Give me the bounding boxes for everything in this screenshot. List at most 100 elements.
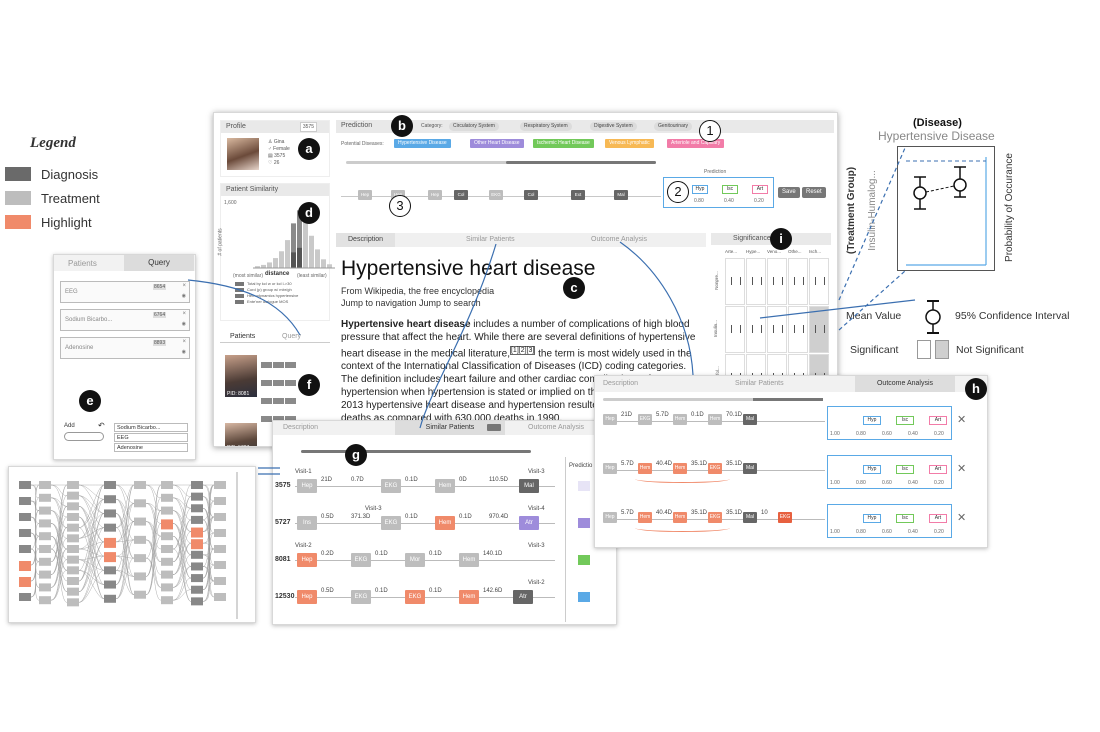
timeline-node[interactable]: Col [454,190,468,200]
save-button[interactable]: Save [778,187,800,198]
event-node[interactable]: Mal [743,414,757,425]
flow-node[interactable] [67,555,79,564]
flow-node[interactable] [191,597,203,606]
flow-node[interactable] [104,509,116,518]
event-node[interactable]: Mor [405,553,425,567]
eye-icon[interactable]: ◉ [181,293,186,299]
tab-query[interactable]: Query [282,333,302,340]
flow-node[interactable] [67,491,79,500]
patient-card[interactable]: PID: 8081 [225,355,300,422]
event-node[interactable]: Mal [519,479,539,493]
visit-chip[interactable] [285,398,296,404]
tab-description[interactable]: Description [336,233,396,247]
flow-node[interactable] [19,529,31,537]
category-tag[interactable]: Genitourinary [654,122,693,131]
flow-node[interactable] [67,523,79,532]
event-node[interactable]: Hep [603,414,617,425]
event-node[interactable]: Hem [435,516,455,530]
reset-button[interactable]: Reset [802,187,826,198]
selected-query-item[interactable]: Sodium Bicarbo... [114,423,188,432]
oa-tab-description[interactable]: Description [603,380,639,387]
category-tag[interactable]: Digestive System [590,122,637,131]
query-item[interactable]: Adenosine 8893 × ◉ [60,337,190,359]
flow-node[interactable] [104,523,116,532]
disease-tag[interactable]: Hypertensive Disease [394,139,451,148]
flow-node[interactable] [67,502,79,511]
flow-node[interactable] [19,481,31,489]
flow-graph-panel[interactable] [8,466,256,623]
patient-row-id[interactable]: 5727 [275,519,291,526]
event-node[interactable]: Hem [459,590,479,604]
histogram-bar[interactable] [261,264,266,268]
flow-node[interactable] [214,593,226,601]
tab-patients[interactable]: Patients [230,333,256,340]
timeline-node[interactable]: Hep [358,190,372,200]
similarity-feature[interactable]: Ente'ner dialogue MOS [235,299,298,305]
patient-card[interactable]: PID: 5727 [225,423,300,446]
patient-row-id[interactable]: 8081 [275,556,291,563]
flow-node[interactable] [134,481,146,489]
event-node[interactable]: EKG [708,512,722,523]
disease-tag[interactable]: Other Heart Disease [470,139,524,148]
event-node[interactable]: EKG [405,590,425,604]
significance-cell[interactable] [767,258,787,305]
event-node[interactable]: Hem [673,414,687,425]
event-node[interactable]: Hem [638,463,652,474]
visit-chip[interactable] [285,416,296,422]
disease-tag[interactable]: Arteriole and Capillary [667,139,725,148]
flow-node[interactable] [191,585,203,594]
prediction-node[interactable]: Hyp [692,185,708,194]
close-icon[interactable]: × [182,311,186,317]
flow-node[interactable] [39,570,51,579]
flow-node[interactable] [191,504,203,513]
toggle-icon[interactable] [487,424,501,431]
event-node[interactable]: Hem [673,512,687,523]
flow-node[interactable] [104,594,116,603]
selected-query-item[interactable]: EEG [114,433,188,442]
visit-chip[interactable] [261,416,272,422]
event-node[interactable]: EKG [381,516,401,530]
flow-node[interactable] [161,557,173,566]
event-node[interactable]: Hep [297,590,317,604]
flow-node[interactable] [191,527,203,538]
significance-cell[interactable] [809,258,829,305]
event-node[interactable]: Mal [743,512,757,523]
significance-cell[interactable] [725,258,745,305]
outcome-prediction-node[interactable]: Art [929,465,947,474]
flow-node[interactable] [104,552,116,563]
flow-node[interactable] [214,497,226,505]
flow-node[interactable] [214,529,226,537]
histogram-bar[interactable] [327,264,332,268]
flow-node[interactable] [19,577,31,587]
histogram-bar[interactable] [321,259,326,268]
histogram-bar[interactable] [309,235,314,268]
flow-node[interactable] [214,513,226,521]
histogram-bar[interactable] [279,251,284,268]
flow-node[interactable] [214,481,226,489]
patient-row-id[interactable]: 12530 [275,593,295,600]
event-node[interactable]: Hem [673,463,687,474]
visit-chip[interactable] [285,362,296,368]
flow-node[interactable] [19,593,31,601]
flow-node[interactable] [67,545,79,553]
flow-node[interactable] [39,545,51,553]
event-node[interactable]: EKG [381,479,401,493]
add-input[interactable] [64,432,104,441]
flow-node[interactable] [67,481,79,489]
flow-node[interactable] [191,539,203,550]
outcome-prediction-node[interactable]: Hyp [863,514,881,523]
significance-cell[interactable] [788,306,808,353]
flow-node[interactable] [39,493,51,502]
outcome-prediction-node[interactable]: Hyp [863,416,881,425]
similarity-histogram[interactable] [235,202,335,272]
flow-node[interactable] [104,481,116,489]
timeline-node[interactable]: EKG [489,190,503,200]
visit-chip[interactable] [261,380,272,386]
flow-node[interactable] [161,596,173,605]
flow-node[interactable] [191,492,203,501]
visit-chip[interactable] [261,362,272,368]
flow-node[interactable] [39,519,51,528]
flow-node[interactable] [161,506,173,515]
close-icon[interactable]: ✕ [957,463,967,475]
timeline-node[interactable]: Mal [614,190,628,200]
